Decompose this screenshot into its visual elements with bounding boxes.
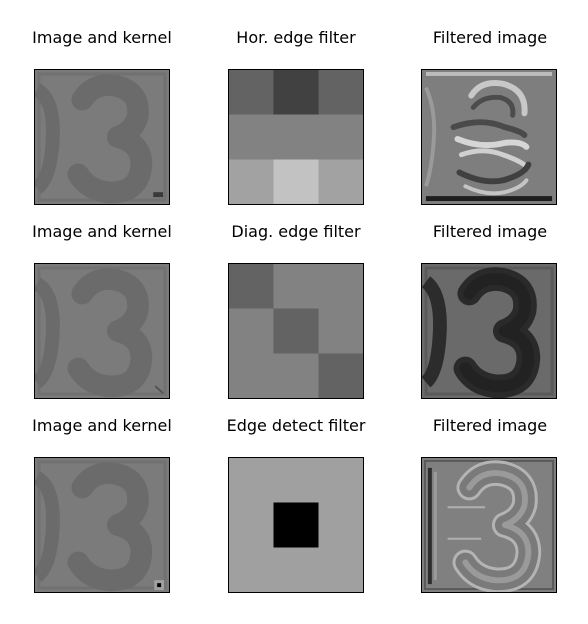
filter-title-1: Hor. edge filter: [236, 28, 356, 47]
filtered-image-3: [421, 457, 557, 593]
input-image-1: [34, 69, 170, 205]
kernel-1-cell-2-0: [229, 159, 274, 204]
kernel-2-cell-0-1: [273, 264, 319, 309]
digit-three-image-1: [35, 70, 169, 204]
filtered-image-2: [421, 263, 557, 399]
kernel-1-cell-0-0: [229, 70, 274, 115]
kernel-2-cell-2-2: [318, 353, 363, 398]
kernel-2-cell-1-1: [273, 308, 319, 354]
kernel-2-cell-1-0: [229, 308, 274, 354]
kernel-2-cell-0-2: [318, 264, 363, 309]
digit-three-image-3: [35, 458, 169, 592]
kernel-3-cell-2-0: [229, 547, 274, 592]
result-title-3: Filtered image: [432, 416, 548, 435]
kernel-1-cell-1-1: [273, 114, 319, 160]
kernel-3: [228, 457, 364, 593]
kernel-2: [228, 263, 364, 399]
kernel-1-cell-0-2: [318, 70, 363, 115]
input-image-2: [34, 263, 170, 399]
filter-title-3: Edge detect filter: [226, 416, 366, 435]
kernel-3-cell-2-1: [273, 547, 319, 592]
kernel-3-cell-1-2: [318, 502, 363, 548]
kernel-1-cell-0-1: [273, 70, 319, 115]
filtered-three-edge-detect: [422, 458, 556, 592]
digit-three-image-2: [35, 264, 169, 398]
image-title-1: Image and kernel: [32, 28, 172, 47]
result-title-2: Filtered image: [432, 222, 548, 241]
result-title-1: Filtered image: [432, 28, 548, 47]
kernel-1-cell-1-0: [229, 114, 274, 160]
kernel-3-cell-0-2: [318, 458, 363, 503]
kernel-1-cell-2-1: [273, 159, 319, 204]
kernel-1-cell-2-2: [318, 159, 363, 204]
kernel-1: [228, 69, 364, 205]
kernel-1-cell-1-2: [318, 114, 363, 160]
filtered-image-1: [421, 69, 557, 205]
filter-title-2: Diag. edge filter: [231, 222, 361, 241]
filtered-three-diagonal: [422, 264, 556, 398]
kernel-3-cell-2-2: [318, 547, 363, 592]
image-title-3: Image and kernel: [32, 416, 172, 435]
kernel-3-cell-0-1: [273, 458, 319, 503]
input-image-3: [34, 457, 170, 593]
kernel-2-cell-2-0: [229, 353, 274, 398]
image-title-2: Image and kernel: [32, 222, 172, 241]
kernel-2-cell-2-1: [273, 353, 319, 398]
kernel-2-cell-1-2: [318, 308, 363, 354]
filtered-three-horizontal-edges: [422, 70, 556, 204]
kernel-3-cell-1-1: [273, 502, 319, 548]
kernel-3-cell-0-0: [229, 458, 274, 503]
kernel-3-cell-1-0: [229, 502, 274, 548]
kernel-2-cell-0-0: [229, 264, 274, 309]
